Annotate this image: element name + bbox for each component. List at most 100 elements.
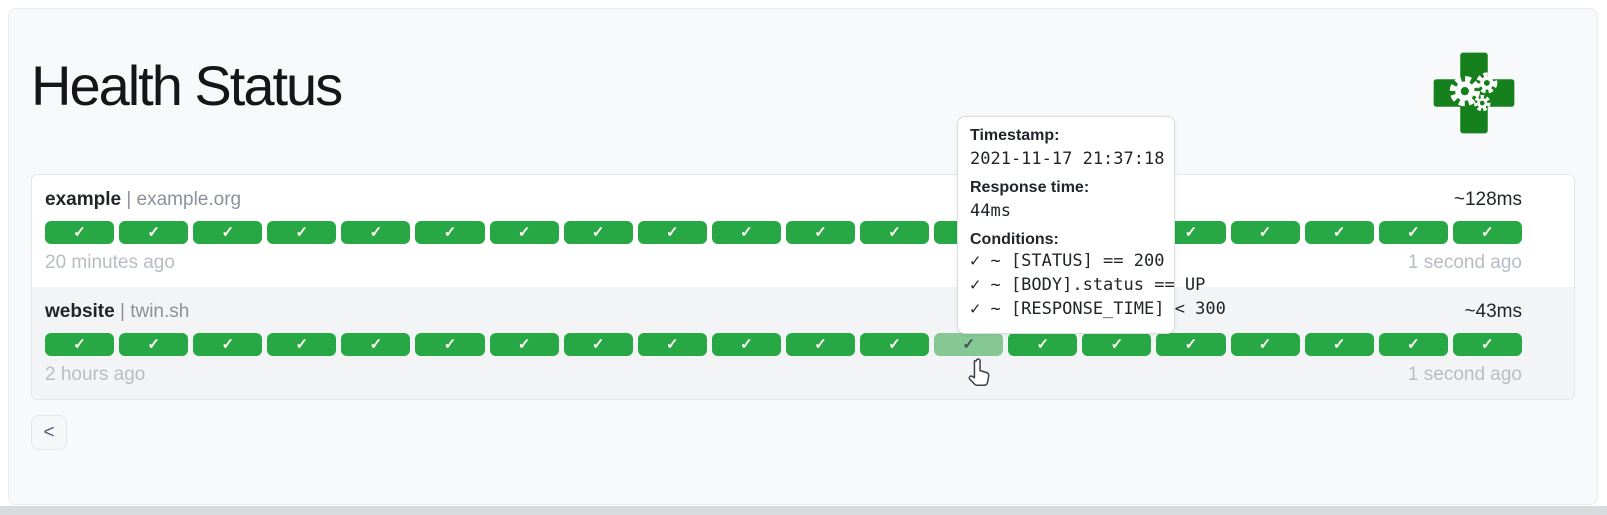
newest-result-age: 1 second ago [1407,251,1522,273]
check-icon: ✓ [888,223,901,241]
status-bar[interactable]: ✓ [119,332,189,356]
check-icon: ✓ [740,335,753,353]
tooltip-condition: ✓ ~ [STATUS] == 200 [970,251,1165,271]
result-tooltip: Timestamp: 2021-11-17 21:37:18 Response … [957,116,1226,334]
service-row: example | example.org ~128ms ✓ ✓ ✓ ✓ ✓ ✓ ✓ ✓ ✓ ✓ ✓… [32,175,1574,287]
check-icon: ✓ [221,335,235,353]
status-bar[interactable]: ✓ [637,220,707,244]
check-icon: ✓ [1406,335,1420,353]
service-row: website | twin.sh ~43ms ✓ ✓ ✓ ✓ ✓ ✓ ✓ ✓ ✓ ✓ ✓ ✓ ✓ ✓ ✓ ✓… [32,286,1574,399]
status-bar[interactable]: ✓ [193,220,263,244]
check-icon: ✓ [369,223,383,241]
status-bar[interactable]: ✓ [934,332,1004,356]
check-icon: ✓ [962,335,975,353]
check-icon: ✓ [295,223,309,241]
status-bar[interactable]: ✓ [45,332,115,356]
check-icon: ✓ [73,223,86,241]
check-icon: ✓ [1258,223,1272,241]
status-bar[interactable]: ✓ [1304,220,1374,244]
oldest-result-age: 2 hours ago [45,363,146,385]
tooltip-condition: ✓ ~ [BODY].status == UP [970,275,1206,295]
check-icon: ✓ [517,335,531,353]
status-bar[interactable]: ✓ [45,220,115,244]
check-icon: ✓ [1036,335,1050,353]
status-bars: ✓✓✓✓✓✓✓✓✓✓✓✓✓✓✓✓✓✓✓✓ [45,220,1522,244]
check-icon: ✓ [147,223,160,241]
status-bar[interactable]: ✓ [563,332,633,356]
status-bar[interactable]: ✓ [489,332,559,356]
tooltip-condition: ✓ ~ [RESPONSE_TIME] < 300 [970,299,1226,319]
status-bar[interactable]: ✓ [1230,332,1300,356]
average-response-time: ~43ms [1464,300,1522,322]
status-bar[interactable]: ✓ [1452,332,1522,356]
status-bar[interactable]: ✓ [1452,220,1522,244]
tooltip-timestamp-value: 2021-11-17 21:37:18 [970,149,1165,169]
status-bar[interactable]: ✓ [267,220,337,244]
check-icon: ✓ [1406,223,1420,241]
status-bar[interactable]: ✓ [1008,332,1078,356]
status-bar[interactable]: ✓ [119,220,189,244]
check-icon: ✓ [1184,223,1198,241]
status-bar[interactable]: ✓ [860,332,930,356]
status-bar[interactable]: ✓ [1156,332,1226,356]
check-icon: ✓ [888,335,901,353]
tooltip-conditions-list: ✓ ~ [STATUS] == 200 ✓ ~ [BODY].status == … [970,249,1226,321]
tooltip-response-time-label: Response time: [970,179,1090,196]
status-bar[interactable]: ✓ [415,332,485,356]
status-bar[interactable]: ✓ [341,332,411,356]
check-icon: ✓ [1481,223,1494,241]
service-name: example [45,188,122,210]
status-bar[interactable]: ✓ [1378,332,1448,356]
check-icon: ✓ [591,223,605,241]
gear-icon [1474,94,1491,112]
bottom-edge-strip [0,506,1607,515]
status-bar[interactable]: ✓ [267,332,337,356]
check-icon: ✓ [1481,335,1494,353]
chevron-left-icon: < [43,421,55,443]
check-icon: ✓ [73,335,86,353]
previous-page-button[interactable]: < [31,414,67,450]
service-title-link[interactable]: example | example.org [45,189,241,211]
check-icon: ✓ [443,223,457,241]
check-icon: ✓ [369,335,383,353]
service-separator: | [119,300,125,322]
status-bar[interactable]: ✓ [785,220,856,244]
check-icon: ✓ [1258,335,1272,353]
status-bar[interactable]: ✓ [860,220,930,244]
tooltip-response-time-value: 44ms [970,201,1011,221]
gear-icon [1476,72,1498,94]
check-icon: ✓ [147,335,160,353]
status-bar[interactable]: ✓ [489,220,559,244]
status-bar[interactable]: ✓ [341,220,411,244]
status-bar[interactable]: ✓ [711,332,781,356]
service-name: website [45,300,115,322]
service-title-link[interactable]: website | twin.sh [45,301,189,323]
status-bar[interactable]: ✓ [1378,220,1448,244]
check-icon: ✓ [443,335,457,353]
status-bars: ✓✓✓✓✓✓✓✓✓✓✓✓✓✓✓✓✓✓✓✓ [45,332,1522,356]
status-bar[interactable]: ✓ [785,332,856,356]
status-bar[interactable]: ✓ [193,332,263,356]
services-panel: example | example.org ~128ms ✓ ✓ ✓ ✓ ✓ ✓ ✓ ✓ ✓ ✓ ✓… [31,173,1575,400]
check-icon: ✓ [666,335,679,353]
status-bar[interactable]: ✓ [637,332,707,356]
check-icon: ✓ [1332,335,1346,353]
status-bar[interactable]: ✓ [1230,220,1300,244]
status-bar[interactable]: ✓ [711,220,781,244]
page-title: Health Status [31,54,343,117]
service-hostname: example.org [136,188,242,210]
average-response-time: ~128ms [1453,188,1522,210]
check-icon: ✓ [740,223,753,241]
dashboard-container: Health Status [8,8,1598,505]
check-icon: ✓ [295,335,309,353]
status-bar[interactable]: ✓ [1082,332,1152,356]
tooltip-conditions-label: Conditions: [970,231,1059,248]
check-icon: ✓ [221,223,235,241]
status-bar[interactable]: ✓ [1304,332,1374,356]
check-icon: ✓ [1332,223,1346,241]
newest-result-age: 1 second ago [1407,363,1522,385]
status-bar[interactable]: ✓ [415,220,485,244]
status-bar[interactable]: ✓ [563,220,633,244]
gatus-cross-gears-logo [1430,49,1518,137]
oldest-result-age: 20 minutes ago [45,251,175,273]
